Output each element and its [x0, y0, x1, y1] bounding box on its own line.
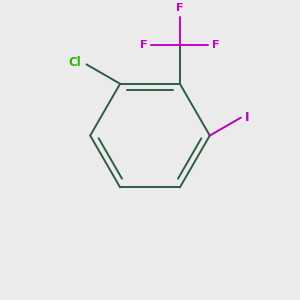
Text: I: I — [245, 111, 250, 124]
Text: F: F — [176, 3, 184, 13]
Text: F: F — [212, 40, 220, 50]
Text: F: F — [140, 40, 148, 50]
Text: Cl: Cl — [68, 56, 81, 69]
